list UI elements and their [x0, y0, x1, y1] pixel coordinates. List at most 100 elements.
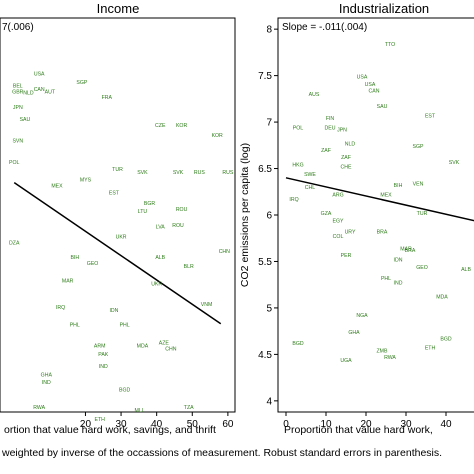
industrialization-y-tick-label: 6 [266, 211, 272, 222]
industrialization-point-label: SVK [449, 160, 460, 166]
income-point-label: USA [34, 72, 45, 78]
income-point-label: TUR [112, 167, 123, 173]
income-point-label: MLI [135, 408, 144, 414]
income-point-label: SVN [12, 139, 23, 145]
income-slope-label: 7(.006) [2, 22, 34, 33]
industrialization-point-label: ALB [461, 267, 471, 273]
income-point-label: KOR [212, 133, 223, 139]
industrialization-point-label: ZMB [377, 349, 388, 355]
industrialization-point-label: AUS [309, 92, 320, 98]
industrialization-point-label: BRA [405, 248, 416, 254]
income-point-label: BEL [13, 83, 23, 89]
industrialization-point-label: ETH [425, 346, 436, 352]
industrialization-x-tick-label: 30 [400, 419, 412, 430]
industrialization-x-axis-label: Proportion that value hard work, [284, 424, 433, 436]
industrialization-point-label: USA [365, 82, 376, 88]
income-point-label: IND [99, 364, 108, 370]
industrialization-y-tick-label: 8 [266, 25, 272, 36]
industrialization-point-label: MAR [400, 246, 412, 252]
income-point-label: BIH [70, 255, 79, 261]
income-point-label: ARM [94, 343, 106, 349]
industrialization-panel: Industrialization Slope = -.011(.004) 0 1… [239, 1, 474, 436]
income-point-label: AUT [45, 89, 56, 95]
industrialization-y-tick-label: 7 [266, 118, 272, 129]
industrialization-point-label: IND [394, 281, 403, 287]
industrialization-slope-label: Slope = -.011(.004) [282, 22, 367, 33]
industrialization-x-tick-label: 20 [360, 419, 372, 430]
income-point-label: PAK [98, 352, 109, 358]
industrialization-x-tick-label: 0 [283, 419, 289, 430]
industrialization-point-label: NGA [356, 313, 368, 319]
industrialization-point-label: USA [357, 74, 368, 80]
industrialization-point-label: CHE [341, 165, 352, 171]
industrialization-point-label: SGP [413, 144, 424, 150]
income-point-label: GHA [41, 373, 53, 379]
industrialization-point-label: SWE [304, 172, 316, 178]
industrialization-y-ticks: 4 4.5 5 5.5 6 6.5 7 7.5 8 [258, 25, 278, 407]
industrialization-point-label: BIH [394, 183, 403, 189]
income-point-label: CAN [34, 87, 45, 93]
industrialization-y-tick-label: 5 [266, 303, 272, 314]
income-point-label: PHL [120, 323, 130, 329]
income-point-label: FRA [102, 95, 113, 101]
income-point-label: RUS [194, 170, 205, 176]
income-point-label: KOR [176, 123, 187, 129]
industrialization-point-label: ZAF [321, 148, 331, 154]
industrialization-point-label: CAN [369, 88, 380, 94]
industrialization-point-label: HKG [292, 163, 303, 169]
industrialization-point-label: PER [341, 253, 352, 259]
income-point-label: SGP [76, 80, 87, 86]
income-point-label: CZE [155, 123, 166, 129]
industrialization-y-axis-label: CO2 emissions per capita (log) [239, 143, 251, 287]
industrialization-point-label: UGA [340, 358, 352, 364]
industrialization-y-tick-label: 6.5 [258, 164, 272, 175]
industrialization-point-label: GEO [416, 265, 428, 271]
income-point-label: MAR [62, 279, 74, 285]
industrialization-point-label: GHA [348, 330, 360, 336]
industrialization-point-label: VEN [413, 181, 424, 187]
income-point-label: BGR [144, 201, 155, 207]
industrialization-point-label: NLD [345, 141, 356, 147]
income-point-label: UKR [116, 235, 127, 241]
income-x-tick-label: 30 [115, 419, 127, 430]
income-x-tick-label: 60 [222, 419, 234, 430]
income-x-tick-label: 40 [151, 419, 163, 430]
industrialization-panel-title: Industrialization [339, 1, 429, 16]
industrialization-point-label: COL [333, 234, 344, 240]
industrialization-fit-line [285, 177, 474, 222]
footnote: weighted by inverse of the occassions of… [1, 447, 442, 459]
income-point-label: TZA [184, 405, 194, 411]
income-point-label: LTU [138, 209, 148, 215]
income-point-label: MYS [80, 177, 92, 183]
income-point-label: GBR [12, 89, 23, 95]
income-point-label: RWA [33, 405, 45, 411]
income-point-label: IDN [109, 308, 118, 314]
income-x-axis-label: ortion that value hard work, savings, an… [4, 424, 216, 436]
income-point-label: DZA [9, 240, 20, 246]
industrialization-point-label: EST [425, 113, 436, 119]
income-point-label: UKR [151, 282, 162, 288]
industrialization-x-ticks: 0 10 20 30 40 [283, 412, 452, 430]
income-point-label: NLD [23, 90, 34, 96]
income-point-label: ALB [155, 255, 165, 261]
industrialization-point-label: TTO [385, 42, 395, 48]
industrialization-point-label: TUR [417, 211, 428, 217]
industrialization-point-label: IRQ [289, 197, 298, 203]
income-x-ticks: 20 30 40 50 60 [80, 412, 234, 430]
income-x-tick-label: 50 [187, 419, 199, 430]
income-point-label: POL [9, 160, 19, 166]
income-point-label: VNM [201, 302, 213, 308]
industrialization-point-label: ARG [332, 192, 343, 198]
industrialization-point-label: FIN [326, 116, 335, 122]
income-point-label: SVK [137, 170, 148, 176]
income-point-label: ROU [172, 223, 184, 229]
industrialization-point-label: MEX [380, 192, 392, 198]
industrialization-point-label: SAU [377, 104, 388, 110]
income-point-label: IRQ [56, 305, 65, 311]
industrialization-x-tick-label: 40 [440, 419, 452, 430]
income-point-label: PHL [70, 323, 80, 329]
